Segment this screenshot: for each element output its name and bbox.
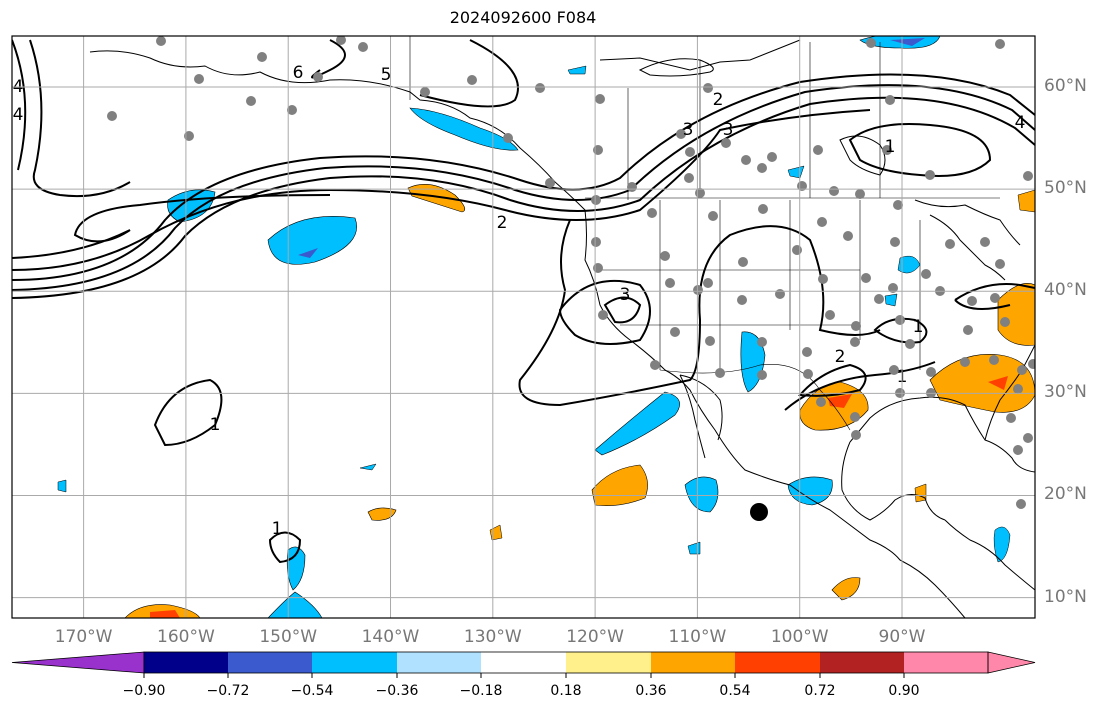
colorbar (11, 651, 1036, 678)
longitude-label: 120°W (566, 627, 624, 647)
contour-label: 3 (723, 120, 734, 140)
contour-label: 6 (293, 63, 304, 83)
longitude-label: 100°W (770, 627, 829, 647)
colorbar-tick-label: −0.72 (206, 683, 250, 699)
contour-label: 3 (683, 120, 694, 140)
political-borders (409, 36, 1000, 431)
colorbar-segment (904, 652, 988, 673)
colorbar-tick-label: 0.72 (804, 683, 836, 699)
contour-label: 1 (210, 415, 221, 435)
contour-label: 2 (713, 90, 724, 110)
coastlines (89, 39, 1035, 618)
lat-lon-gridlines (12, 36, 1035, 618)
colorbar-segment (735, 652, 820, 673)
colorbar-tick-label: 0.36 (635, 683, 667, 699)
colorbar-segment (397, 652, 481, 673)
latitude-label: 30°N (1044, 382, 1087, 403)
latitude-label: 40°N (1044, 280, 1087, 301)
latitude-label: 20°N (1044, 484, 1087, 505)
negative-anomaly-regions (57, 36, 1011, 618)
longitude-label: 110°W (668, 627, 727, 647)
colorbar-tick-label: 0.18 (550, 683, 582, 699)
longitude-label: 130°W (463, 627, 522, 647)
contour-label: 2 (835, 347, 846, 367)
longitude-label: 90°W (878, 627, 926, 647)
longitude-label: 150°W (259, 627, 318, 647)
longitude-label: 160°W (157, 627, 215, 647)
colorbar-segment (820, 652, 904, 673)
contour-label: 5 (381, 65, 392, 85)
longitude-label: 140°W (361, 627, 420, 647)
colorbar-tick-label: −0.36 (375, 683, 419, 699)
map-frame (11, 35, 1036, 619)
contour-label: 4 (1015, 113, 1026, 133)
colorbar-tick-label: −0.54 (290, 683, 334, 699)
longitude-label: 170°W (54, 627, 113, 647)
colorbar-segment (312, 652, 397, 673)
latitude-label: 10°N (1044, 586, 1087, 607)
contour-label: 2 (497, 213, 508, 233)
contour-label: 1 (272, 519, 283, 539)
colorbar-tick-label: 0.90 (888, 683, 920, 699)
colorbar-min-extend (11, 651, 145, 674)
contour-label: 1 (885, 137, 896, 157)
colorbar-segment (144, 652, 228, 673)
latitude-label: 60°N (1044, 76, 1087, 97)
colorbar-max-extend (987, 651, 1036, 674)
colorbar-segment (228, 652, 312, 673)
colorbar-tick-label: −0.18 (459, 683, 503, 699)
colorbar-segment (566, 652, 651, 673)
colorbar-segment (481, 652, 566, 673)
contour-label: 1 (913, 317, 924, 337)
latitude-label: 50°N (1044, 178, 1087, 199)
colorbar-tick-label: −0.90 (122, 683, 166, 699)
map-title: 2024092600 F084 (449, 8, 597, 27)
colorbar-segment (651, 652, 735, 673)
colorbar-tick-label: 0.54 (719, 683, 751, 699)
contour-label: 4 (13, 105, 24, 125)
station-dots (107, 36, 1035, 509)
contour-label: 3 (620, 285, 631, 305)
highlight-marker[interactable] (750, 503, 768, 521)
